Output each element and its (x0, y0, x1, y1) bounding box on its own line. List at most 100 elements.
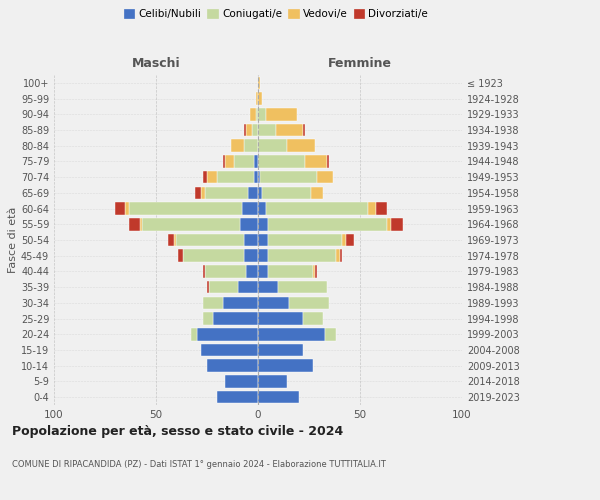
Bar (175, 234, 176, 246)
Bar (258, 234, 268, 246)
Bar (305, 155, 328, 168)
Bar (205, 186, 248, 199)
Bar (258, 202, 266, 215)
Text: COMUNE DI RIPACANDIDA (PZ) - Dati ISTAT 1° gennaio 2024 - Elaborazione TUTTITALI: COMUNE DI RIPACANDIDA (PZ) - Dati ISTAT … (12, 460, 386, 469)
Bar (386, 218, 391, 230)
Y-axis label: Fasce di età: Fasce di età (8, 207, 18, 273)
Bar (217, 391, 258, 404)
Bar (289, 296, 329, 309)
Bar (191, 328, 197, 340)
Bar (258, 250, 268, 262)
Text: Femmine: Femmine (328, 58, 392, 70)
Bar (311, 186, 323, 199)
Bar (258, 186, 262, 199)
Bar (303, 124, 305, 136)
Bar (268, 250, 335, 262)
Bar (340, 250, 341, 262)
Bar (244, 124, 246, 136)
Bar (213, 312, 258, 325)
Bar (246, 265, 258, 278)
Bar (254, 155, 258, 168)
Bar (256, 108, 258, 120)
Bar (182, 250, 244, 262)
Bar (258, 218, 268, 230)
Bar (203, 265, 205, 278)
Bar (248, 186, 258, 199)
Bar (217, 171, 254, 183)
Bar (244, 250, 258, 262)
Bar (233, 155, 254, 168)
Bar (201, 344, 258, 356)
Bar (258, 92, 262, 105)
Bar (197, 328, 258, 340)
Bar (207, 171, 217, 183)
Bar (223, 155, 226, 168)
Bar (168, 234, 175, 246)
Bar (268, 234, 341, 246)
Bar (317, 171, 334, 183)
Bar (325, 328, 335, 340)
Bar (258, 375, 287, 388)
Bar (341, 234, 346, 246)
Bar (328, 155, 329, 168)
Bar (262, 186, 311, 199)
Bar (258, 328, 325, 340)
Bar (258, 155, 305, 168)
Bar (203, 312, 213, 325)
Bar (115, 202, 125, 215)
Text: Popolazione per età, sesso e stato civile - 2024: Popolazione per età, sesso e stato civil… (12, 425, 343, 438)
Bar (258, 265, 268, 278)
Bar (176, 234, 244, 246)
Bar (178, 250, 182, 262)
Bar (258, 124, 277, 136)
Bar (376, 202, 386, 215)
Bar (244, 234, 258, 246)
Bar (258, 281, 278, 293)
Bar (258, 76, 260, 89)
Bar (203, 171, 207, 183)
Bar (195, 186, 201, 199)
Bar (258, 108, 266, 120)
Bar (207, 281, 209, 293)
Bar (205, 265, 246, 278)
Bar (246, 124, 252, 136)
Bar (278, 281, 328, 293)
Bar (258, 171, 260, 183)
Bar (277, 124, 303, 136)
Bar (287, 140, 315, 152)
Bar (258, 344, 303, 356)
Bar (258, 140, 287, 152)
Bar (258, 360, 313, 372)
Bar (223, 296, 258, 309)
Bar (254, 171, 258, 183)
Bar (250, 108, 256, 120)
Bar (239, 218, 258, 230)
Bar (256, 92, 258, 105)
Bar (201, 186, 205, 199)
Bar (266, 108, 297, 120)
Bar (303, 312, 323, 325)
Bar (258, 391, 299, 404)
Bar (260, 171, 317, 183)
Bar (252, 124, 258, 136)
Bar (203, 296, 223, 309)
Bar (209, 281, 238, 293)
Bar (207, 360, 258, 372)
Bar (125, 202, 130, 215)
Bar (140, 218, 142, 230)
Bar (232, 140, 244, 152)
Bar (130, 218, 140, 230)
Bar (258, 312, 303, 325)
Legend: Celibi/Nubili, Coniugati/e, Vedovi/e, Divorziati/e: Celibi/Nubili, Coniugati/e, Vedovi/e, Di… (119, 5, 433, 24)
Bar (335, 250, 340, 262)
Bar (268, 265, 313, 278)
Bar (313, 265, 315, 278)
Bar (346, 234, 354, 246)
Text: Maschi: Maschi (131, 58, 181, 70)
Bar (315, 265, 317, 278)
Bar (142, 218, 239, 230)
Bar (266, 202, 368, 215)
Bar (244, 140, 258, 152)
Bar (268, 218, 386, 230)
Bar (258, 296, 289, 309)
